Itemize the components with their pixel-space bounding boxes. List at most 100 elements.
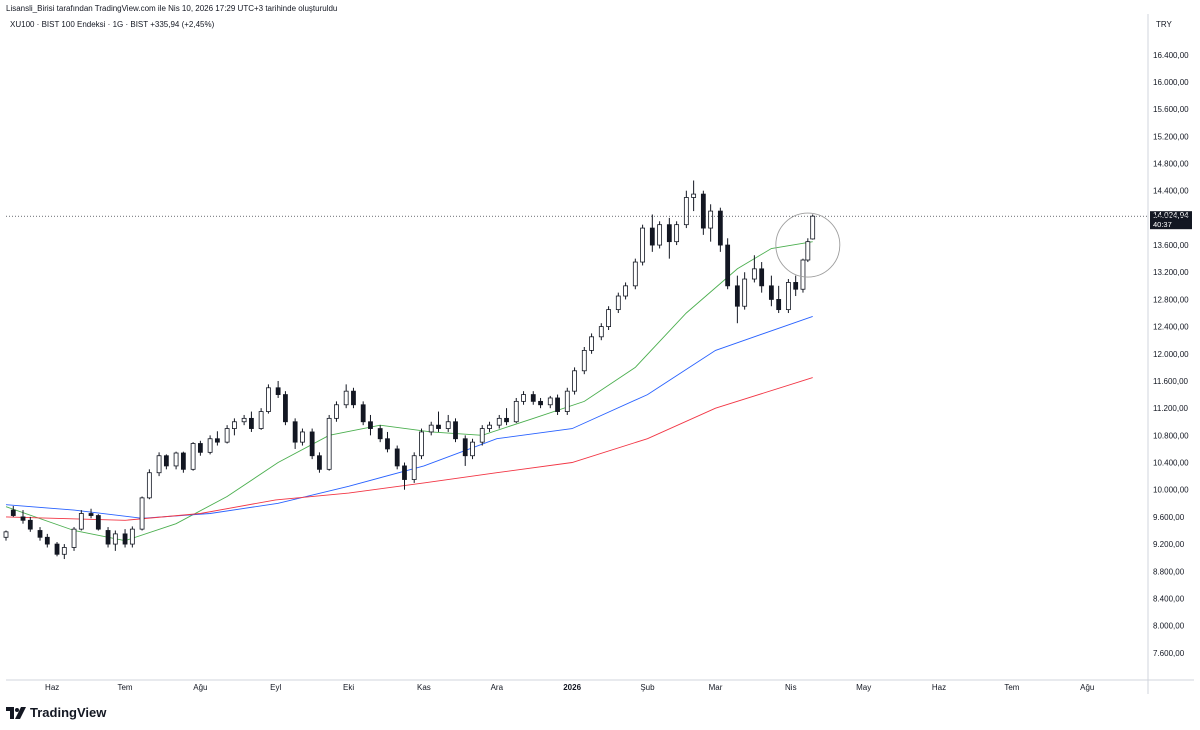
candle[interactable] (453, 418, 458, 443)
candle[interactable] (530, 391, 536, 405)
candle[interactable] (691, 180, 697, 212)
candle[interactable] (105, 527, 111, 548)
candle[interactable] (385, 431, 390, 453)
candle[interactable] (683, 190, 689, 229)
candle[interactable] (20, 510, 26, 524)
candle[interactable] (751, 255, 757, 283)
candle[interactable] (606, 306, 611, 331)
candle-body (3, 531, 9, 538)
candle[interactable] (146, 469, 152, 500)
candle[interactable] (800, 258, 806, 293)
candle[interactable] (657, 221, 663, 249)
candle[interactable] (360, 401, 366, 426)
candle-body (666, 224, 672, 243)
candle[interactable] (241, 414, 247, 426)
candle[interactable] (632, 258, 638, 290)
candle[interactable] (479, 425, 485, 446)
candle[interactable] (810, 214, 816, 240)
candle[interactable] (88, 508, 94, 519)
candle[interactable] (27, 516, 33, 532)
candle[interactable] (470, 438, 475, 460)
candle[interactable] (708, 204, 714, 242)
candle[interactable] (674, 221, 680, 246)
candle[interactable] (538, 397, 543, 409)
candle[interactable] (37, 527, 43, 541)
candle[interactable] (725, 238, 731, 290)
candle[interactable] (258, 408, 264, 430)
candle[interactable] (759, 262, 765, 293)
candle[interactable] (428, 421, 434, 436)
candle[interactable] (3, 530, 9, 541)
candle[interactable] (300, 428, 305, 446)
candle[interactable] (805, 238, 811, 263)
candle[interactable] (793, 275, 799, 297)
candle[interactable] (785, 279, 791, 314)
candle[interactable] (394, 445, 400, 470)
candle[interactable] (156, 452, 162, 477)
candle[interactable] (640, 224, 646, 266)
candle[interactable] (742, 272, 748, 310)
candle[interactable] (776, 285, 782, 314)
candle[interactable] (44, 533, 50, 548)
candle[interactable] (734, 275, 740, 324)
candle[interactable] (419, 428, 424, 460)
candle[interactable] (214, 431, 220, 446)
candle[interactable] (555, 394, 560, 415)
candle[interactable] (598, 323, 604, 341)
candle[interactable] (445, 414, 451, 432)
candle[interactable] (589, 333, 594, 354)
candle[interactable] (513, 397, 519, 424)
candle[interactable] (309, 428, 315, 460)
candle[interactable] (368, 414, 373, 436)
candle[interactable] (249, 411, 254, 432)
candle[interactable] (581, 347, 587, 375)
candle[interactable] (377, 425, 383, 443)
candle[interactable] (173, 451, 179, 470)
candle[interactable] (487, 421, 492, 432)
candle[interactable] (402, 462, 407, 490)
candle[interactable] (180, 451, 186, 473)
candle[interactable] (504, 408, 509, 426)
candle[interactable] (266, 384, 271, 414)
candle[interactable] (292, 418, 298, 449)
candle[interactable] (139, 496, 145, 531)
candle[interactable] (623, 282, 628, 300)
candle[interactable] (343, 384, 349, 409)
candle[interactable] (615, 292, 621, 314)
candle[interactable] (462, 435, 468, 466)
candle[interactable] (54, 542, 60, 557)
candle[interactable] (71, 527, 77, 551)
candle[interactable] (112, 530, 118, 551)
candle[interactable] (190, 442, 196, 471)
candle[interactable] (666, 217, 672, 259)
candle[interactable] (10, 506, 16, 517)
candle[interactable] (122, 529, 128, 548)
candle[interactable] (436, 411, 441, 432)
candle[interactable] (326, 414, 332, 471)
candle[interactable] (317, 452, 322, 473)
candle[interactable] (78, 510, 84, 531)
candle[interactable] (521, 391, 526, 405)
candle[interactable] (95, 514, 101, 531)
candle[interactable] (411, 452, 417, 483)
candle[interactable] (351, 387, 356, 409)
candle[interactable] (163, 454, 169, 470)
candle[interactable] (649, 214, 655, 252)
candle[interactable] (197, 440, 203, 456)
candle[interactable] (283, 391, 288, 426)
candle[interactable] (334, 401, 339, 422)
candle[interactable] (717, 207, 723, 252)
candle[interactable] (275, 380, 281, 398)
candle[interactable] (496, 414, 502, 429)
candle[interactable] (231, 418, 237, 436)
candle[interactable] (61, 544, 67, 560)
candle[interactable] (207, 435, 213, 455)
candle[interactable] (547, 395, 553, 409)
candle[interactable] (224, 425, 230, 444)
candle[interactable] (572, 367, 577, 395)
candle[interactable] (564, 387, 570, 415)
candle[interactable] (129, 526, 135, 548)
candle[interactable] (768, 275, 774, 307)
candle[interactable] (700, 190, 706, 235)
